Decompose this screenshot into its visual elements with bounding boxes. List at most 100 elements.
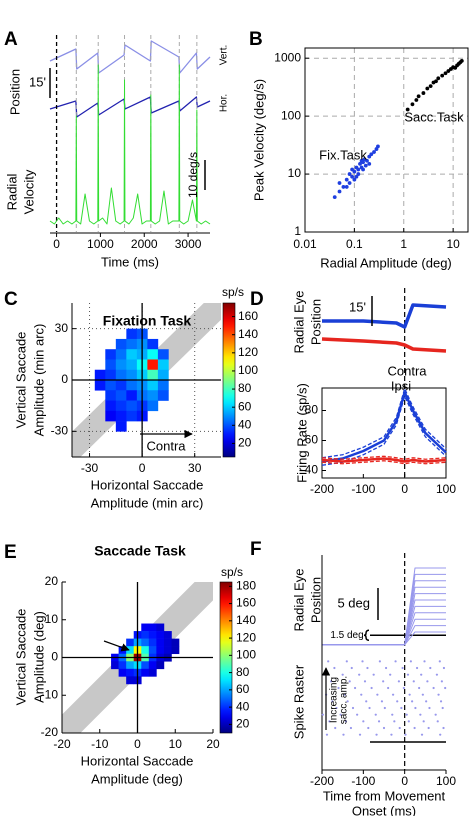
spike xyxy=(411,700,414,703)
spike xyxy=(413,726,416,730)
heat-cell xyxy=(115,410,127,422)
spike xyxy=(360,693,363,696)
heat-cell xyxy=(147,400,159,412)
spike xyxy=(400,706,403,710)
y-tick-label: 20 xyxy=(45,574,59,588)
spike xyxy=(380,700,384,703)
heat-cell xyxy=(126,338,138,350)
spike xyxy=(439,733,442,736)
legend-label: Sacc.Task xyxy=(404,109,464,124)
spike xyxy=(382,680,385,683)
heat-cell xyxy=(171,646,180,655)
heat-cell xyxy=(126,646,135,655)
y-tick-label: 0 xyxy=(61,372,68,386)
point xyxy=(361,167,365,172)
scale-label: 10 deg/s xyxy=(186,152,200,198)
spike xyxy=(394,660,397,663)
point xyxy=(341,185,346,189)
x-tick-label: 10 xyxy=(169,737,183,751)
spike xyxy=(365,700,368,703)
x-tick-label: 100 xyxy=(436,482,456,496)
colorbar-tick-label: 120 xyxy=(236,630,256,644)
heat-cell xyxy=(148,638,157,647)
y-tick-label: -30 xyxy=(51,424,69,438)
y-axis-label: Radial Eye xyxy=(291,291,306,354)
heat-cell xyxy=(147,380,159,391)
x-tick-label: 0 xyxy=(401,482,408,496)
spike xyxy=(418,686,421,690)
point xyxy=(459,58,464,63)
heat-cell xyxy=(94,380,106,391)
spike xyxy=(441,706,444,710)
threshold-label: 1.5 deg xyxy=(330,630,363,641)
point xyxy=(344,185,349,189)
y-axis-label: Radial Eye xyxy=(291,569,306,632)
spike xyxy=(383,706,386,710)
spike xyxy=(376,693,379,696)
heat-cell xyxy=(105,359,117,371)
colorbar-tick-label: 20 xyxy=(238,436,252,450)
heat-cell xyxy=(157,349,169,360)
trace xyxy=(322,303,447,329)
x-tick-label: -200 xyxy=(310,774,334,788)
point xyxy=(344,177,349,182)
x-tick-label: -100 xyxy=(351,774,375,788)
legend-label: Ipsi xyxy=(391,378,411,393)
spike xyxy=(334,726,337,730)
spike xyxy=(391,713,394,716)
point xyxy=(434,79,438,84)
spike xyxy=(423,660,426,663)
spike xyxy=(412,680,415,683)
spike xyxy=(409,660,412,663)
spike xyxy=(322,673,326,676)
point xyxy=(443,71,448,76)
heat-cell xyxy=(118,668,127,677)
point xyxy=(367,161,372,166)
heat-cell xyxy=(157,380,169,391)
point xyxy=(337,181,342,185)
colorbar-tick-label: 180 xyxy=(236,578,256,592)
scale-label: 5 deg xyxy=(337,595,370,610)
point xyxy=(372,150,376,154)
x-tick-label: 20 xyxy=(206,737,220,751)
y-tick-label: 0 xyxy=(51,650,58,664)
x-tick-label: 30 xyxy=(188,461,202,475)
heat-cell xyxy=(126,359,138,371)
spike xyxy=(382,726,386,730)
spike xyxy=(377,720,381,723)
y-axis-label: Velocity xyxy=(21,169,36,214)
scale-label: 15' xyxy=(29,74,46,89)
x-tick-label: -200 xyxy=(310,482,334,496)
heat-cell xyxy=(157,359,169,371)
heat-cell xyxy=(156,631,165,639)
point xyxy=(337,189,342,194)
heat-cell xyxy=(163,638,172,647)
heat-cell xyxy=(126,661,135,670)
heat-cell xyxy=(147,390,159,401)
spike xyxy=(370,686,373,690)
y-axis-label: Amplitude (min arc) xyxy=(31,324,46,437)
legend-label: Contra xyxy=(387,363,427,378)
y-axis-label: Position xyxy=(7,69,22,115)
spike xyxy=(375,733,378,736)
heat-cell xyxy=(147,349,159,360)
trace xyxy=(321,337,447,353)
heat-cell xyxy=(147,359,159,371)
spike xyxy=(358,733,362,736)
colorbar-tick-label: 80 xyxy=(238,381,252,395)
x-tick-label: 0 xyxy=(53,237,60,251)
legend-label: Hor. xyxy=(219,94,230,112)
spike xyxy=(341,673,344,676)
spike xyxy=(440,680,443,683)
point xyxy=(347,181,352,185)
spike xyxy=(439,700,443,703)
spike xyxy=(344,720,348,723)
spike xyxy=(391,693,395,696)
heat-cell xyxy=(105,390,117,401)
spike xyxy=(366,666,369,670)
heat-cell xyxy=(105,369,117,381)
annotation: Increasing xyxy=(329,677,340,723)
spike xyxy=(415,666,419,670)
